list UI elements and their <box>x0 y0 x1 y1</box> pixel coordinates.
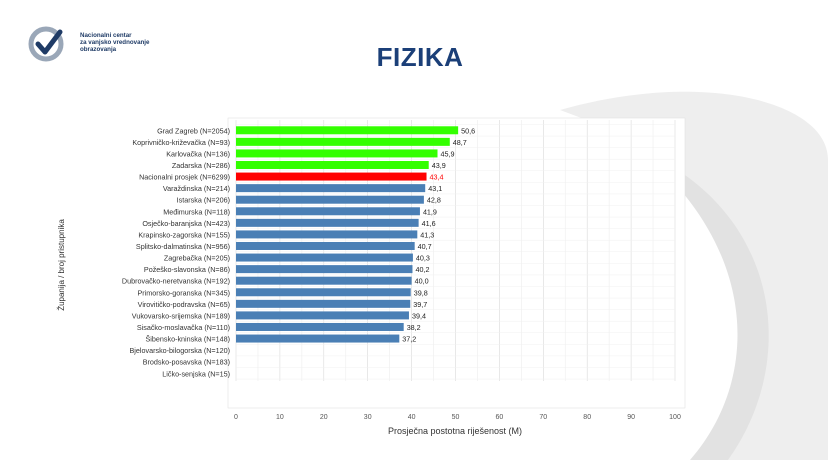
bar <box>236 160 429 169</box>
value-label: 48,7 <box>453 138 467 147</box>
bar <box>236 299 411 308</box>
bar <box>236 195 424 204</box>
bar <box>236 218 419 227</box>
logo-text: Nacionalni centar za vanjsko vrednovanje… <box>80 32 230 53</box>
bar <box>236 172 427 181</box>
x-tick-labels: 0 10 20 30 40 50 60 70 80 90 100 <box>234 414 681 421</box>
value-label: 43,9 <box>432 161 446 170</box>
category-label: Karlovačka (N=136) <box>166 149 230 158</box>
category-label: Zadarska (N=286) <box>172 161 230 170</box>
category-label: Istarska (N=206) <box>177 196 230 205</box>
value-label: 43,4 <box>430 173 444 182</box>
y-axis-title: Županija / broj pristupnika <box>57 219 66 311</box>
bar <box>236 149 438 158</box>
ncvvo-logo: Nacionalni centar za vanjsko vrednovanje… <box>28 24 228 64</box>
category-label: Koprivničko-križevačka (N=93) <box>132 138 230 147</box>
value-label: 39,7 <box>413 300 427 309</box>
x-tick-label: 80 <box>583 414 591 421</box>
value-label: 41,6 <box>422 219 436 228</box>
x-tick-label: 0 <box>234 414 238 421</box>
bar <box>236 241 415 250</box>
category-label: Šibensko-kninska (N=148) <box>146 335 231 344</box>
bars <box>236 126 459 343</box>
category-labels: Grad Zagreb (N=2054) Koprivničko-križevač… <box>122 126 230 378</box>
bar <box>236 322 404 331</box>
x-tick-label: 10 <box>276 414 284 421</box>
category-label: Vukovarsko-srijemska (N=189) <box>132 311 230 320</box>
category-label: Zagrebačka (N=205) <box>164 254 230 263</box>
page-title: FIZIKA <box>376 42 464 72</box>
category-label: Nacionalni prosjek (N=6299) <box>139 173 230 182</box>
category-label: Bjelovarsko-bilogorska (N=120) <box>130 346 230 355</box>
x-tick-label: 40 <box>408 414 416 421</box>
value-label: 39,8 <box>414 288 428 297</box>
x-tick-label: 50 <box>452 414 460 421</box>
x-tick-label: 70 <box>539 414 547 421</box>
value-label: 37,2 <box>402 335 416 344</box>
category-label: Krapinsko-zagorska (N=155) <box>138 230 230 239</box>
bar <box>236 253 413 262</box>
value-label: 45,9 <box>441 149 455 158</box>
bar <box>236 184 426 193</box>
bar <box>236 230 418 239</box>
category-label: Primorsko-goranska (N=345) <box>138 288 230 297</box>
value-label: 41,3 <box>420 230 434 239</box>
logo-line-1: Nacionalni centar <box>80 32 132 39</box>
category-label: Splitsko-dalmatinska (N=956) <box>136 242 230 251</box>
bar <box>236 288 411 297</box>
category-label: Grad Zagreb (N=2054) <box>157 126 230 135</box>
value-label: 43,1 <box>428 184 442 193</box>
category-label: Virovitičko-podravska (N=65) <box>138 300 230 309</box>
bar <box>236 265 413 274</box>
category-label: Osječko-baranjska (N=423) <box>142 219 230 228</box>
bar <box>236 207 420 216</box>
category-label: Dubrovačko-neretvanska (N=192) <box>122 277 230 286</box>
value-label: 40,0 <box>415 277 429 286</box>
x-tick-label: 20 <box>320 414 328 421</box>
x-tick-label: 90 <box>627 414 635 421</box>
bar <box>236 126 459 135</box>
bar <box>236 334 400 343</box>
value-label: 40,2 <box>415 265 429 274</box>
x-tick-label: 60 <box>496 414 504 421</box>
value-label: 39,4 <box>412 311 426 320</box>
x-axis-title: Prosječna postotna riješenost (M) <box>388 426 522 436</box>
bar <box>236 137 450 146</box>
x-tick-label: 30 <box>364 414 372 421</box>
value-label: 38,2 <box>407 323 421 332</box>
category-label: Varaždinska (N=214) <box>163 184 230 193</box>
value-label: 40,7 <box>418 242 432 251</box>
logo-line-3: obrazovanja <box>80 46 117 53</box>
bar <box>236 311 409 320</box>
category-label: Brodsko-posavska (N=183) <box>143 358 230 367</box>
value-labels: 50,6 48,7 45,9 43,9 43,4 43,1 42,8 41,9 41,6 41,3… <box>402 126 475 343</box>
category-label: Međimurska (N=118) <box>163 207 230 216</box>
value-label: 40,3 <box>416 254 430 263</box>
bar <box>236 276 412 285</box>
logo-line-2: za vanjsko vrednovanje <box>80 39 150 46</box>
category-label: Ličko-senjska (N=15) <box>162 369 230 378</box>
value-label: 41,9 <box>423 207 437 216</box>
x-tick-label: 100 <box>669 414 681 421</box>
category-label: Sisačko-moslavačka (N=110) <box>137 323 230 332</box>
checkmark-logo-icon <box>28 26 64 62</box>
category-label: Požeško-slavonska (N=86) <box>144 265 230 274</box>
value-label: 50,6 <box>461 126 475 135</box>
value-label: 42,8 <box>427 196 441 205</box>
